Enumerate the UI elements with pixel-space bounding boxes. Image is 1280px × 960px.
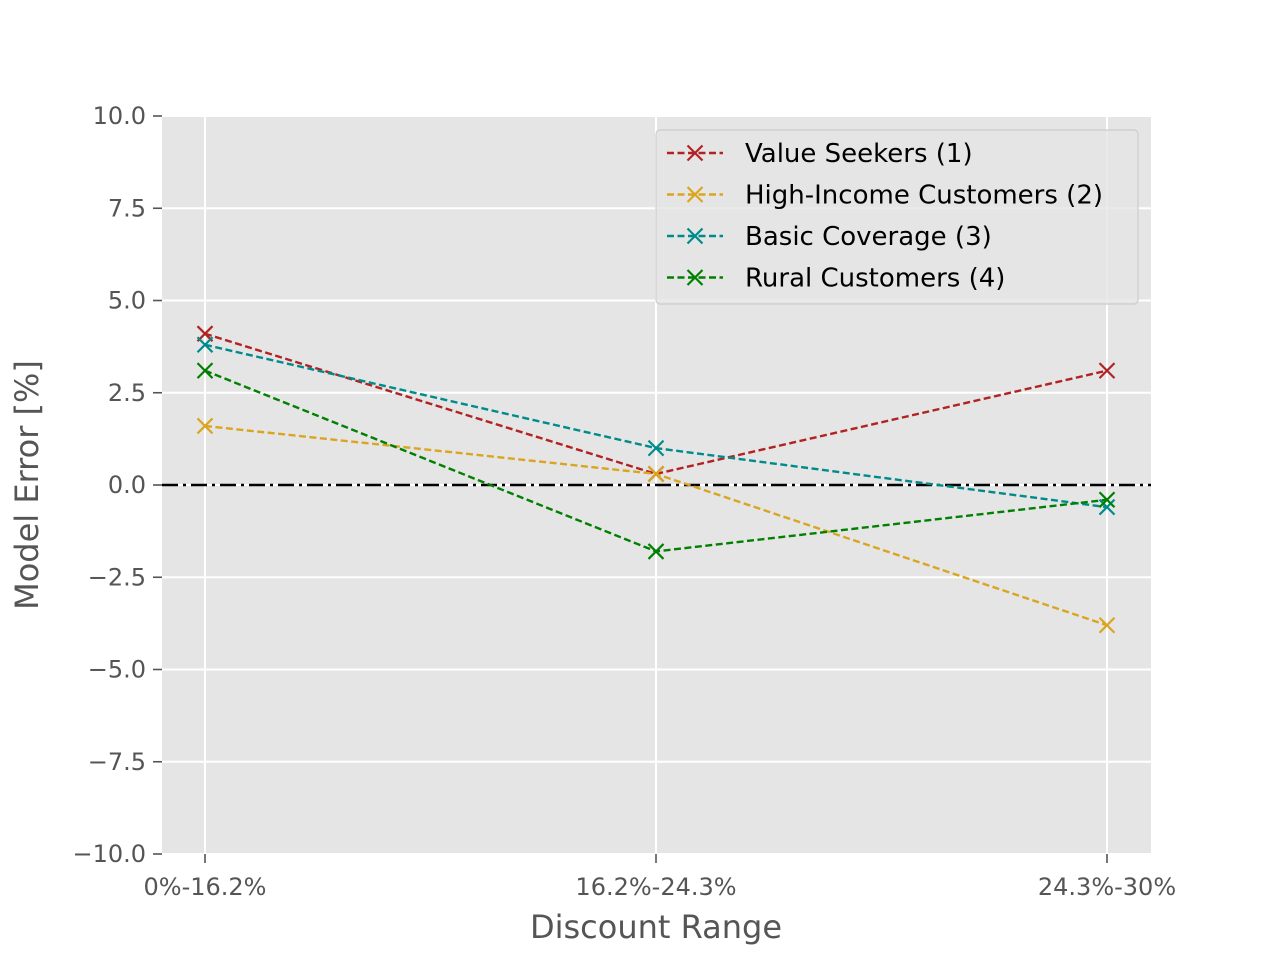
data-point-marker bbox=[1098, 491, 1116, 509]
legend-label: Value Seekers (1) bbox=[745, 139, 973, 169]
y-axis-label: Model Error [%] bbox=[8, 360, 46, 610]
legend-label: Rural Customers (4) bbox=[745, 264, 1005, 294]
y-tick-label: −2.5 bbox=[88, 563, 146, 591]
y-tick-label: 2.5 bbox=[108, 379, 146, 407]
legend: Value Seekers (1) High-Income Customers (… bbox=[655, 129, 1139, 305]
data-point-marker bbox=[196, 336, 214, 354]
data-point-marker bbox=[1098, 616, 1116, 634]
data-point-marker bbox=[1098, 498, 1116, 516]
data-point-marker bbox=[647, 465, 665, 483]
x-tick-label: 24.3%-30% bbox=[1038, 873, 1176, 901]
y-tick-label: −7.5 bbox=[88, 748, 146, 776]
legend-label: High-Income Customers (2) bbox=[745, 181, 1103, 211]
y-tick-label: −5.0 bbox=[88, 656, 146, 684]
legend-box bbox=[655, 129, 1139, 305]
data-point-marker bbox=[1098, 362, 1116, 379]
series-lines bbox=[196, 325, 1116, 634]
x-axis-label: Discount Range bbox=[530, 908, 782, 946]
x-tick-label: 0%-16.2% bbox=[144, 873, 267, 901]
legend-marker bbox=[686, 269, 704, 286]
y-tick-label: 7.5 bbox=[108, 194, 146, 222]
data-point-marker bbox=[196, 362, 214, 379]
y-tick-label: 0.0 bbox=[108, 471, 146, 499]
legend-marker bbox=[686, 186, 704, 203]
legend-label: Basic Coverage (3) bbox=[745, 222, 992, 252]
legend-marker bbox=[686, 144, 704, 162]
data-point-marker bbox=[647, 543, 665, 560]
data-point-marker bbox=[647, 439, 665, 457]
x-tick-label: 16.2%-24.3% bbox=[575, 873, 736, 901]
y-tick-label: −10.0 bbox=[72, 840, 146, 868]
series-line-1 bbox=[204, 332, 1108, 476]
y-tick-label: 5.0 bbox=[108, 287, 146, 315]
data-point-marker bbox=[196, 417, 214, 435]
y-tick-label: 10.0 bbox=[93, 102, 146, 130]
axes: 10.0 7.5 5.0 2.5 0.0 −2.5 −5.0 −7.5 −10.0 0%-16.2… bbox=[72, 102, 1176, 901]
legend-marker bbox=[686, 227, 704, 245]
